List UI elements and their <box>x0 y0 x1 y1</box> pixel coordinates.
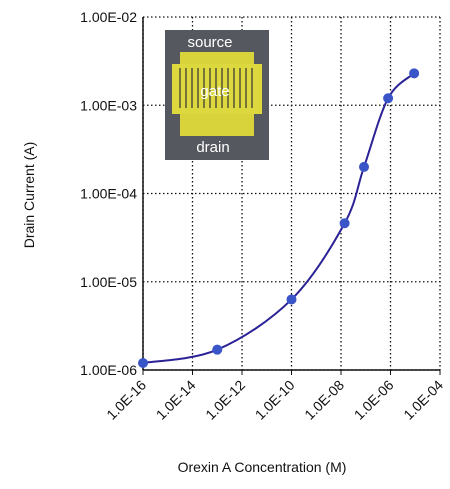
data-point <box>409 68 420 79</box>
data-point <box>286 294 297 305</box>
y-tick-label: 1.00E-05 <box>80 274 137 290</box>
y-tick-label: 1.00E-02 <box>80 9 137 25</box>
x-axis-title: Orexin A Concentration (M) <box>178 459 347 475</box>
drain-pad <box>180 114 254 136</box>
inset-label: gate <box>200 83 229 100</box>
x-tick-label: 1.0E-10 <box>252 377 298 423</box>
inset-label: source <box>187 34 232 51</box>
x-tick-label: 1.0E-16 <box>103 377 149 423</box>
x-tick-label: 1.0E-12 <box>202 377 248 423</box>
x-tick-label: 1.0E-08 <box>301 377 347 423</box>
y-tick-label: 1.00E-06 <box>80 362 137 378</box>
x-tick-label: 1.0E-06 <box>351 377 397 423</box>
data-point <box>339 218 350 229</box>
y-tick-label: 1.00E-03 <box>80 97 137 113</box>
x-tick-label: 1.0E-04 <box>400 377 446 423</box>
data-point <box>359 161 370 172</box>
data-point <box>212 344 223 355</box>
data-point <box>383 93 394 104</box>
inset: source gate drain <box>165 30 269 160</box>
x-tick-label: 1.0E-14 <box>153 377 199 423</box>
data-point <box>138 358 148 369</box>
gate-region <box>172 64 262 114</box>
inset-label: drain <box>196 139 229 156</box>
gate-fingers <box>179 68 253 108</box>
y-tick-label: 1.00E-04 <box>80 186 137 202</box>
y-axis-title: Drain Current (A) <box>21 142 37 249</box>
source-pad <box>180 52 254 64</box>
